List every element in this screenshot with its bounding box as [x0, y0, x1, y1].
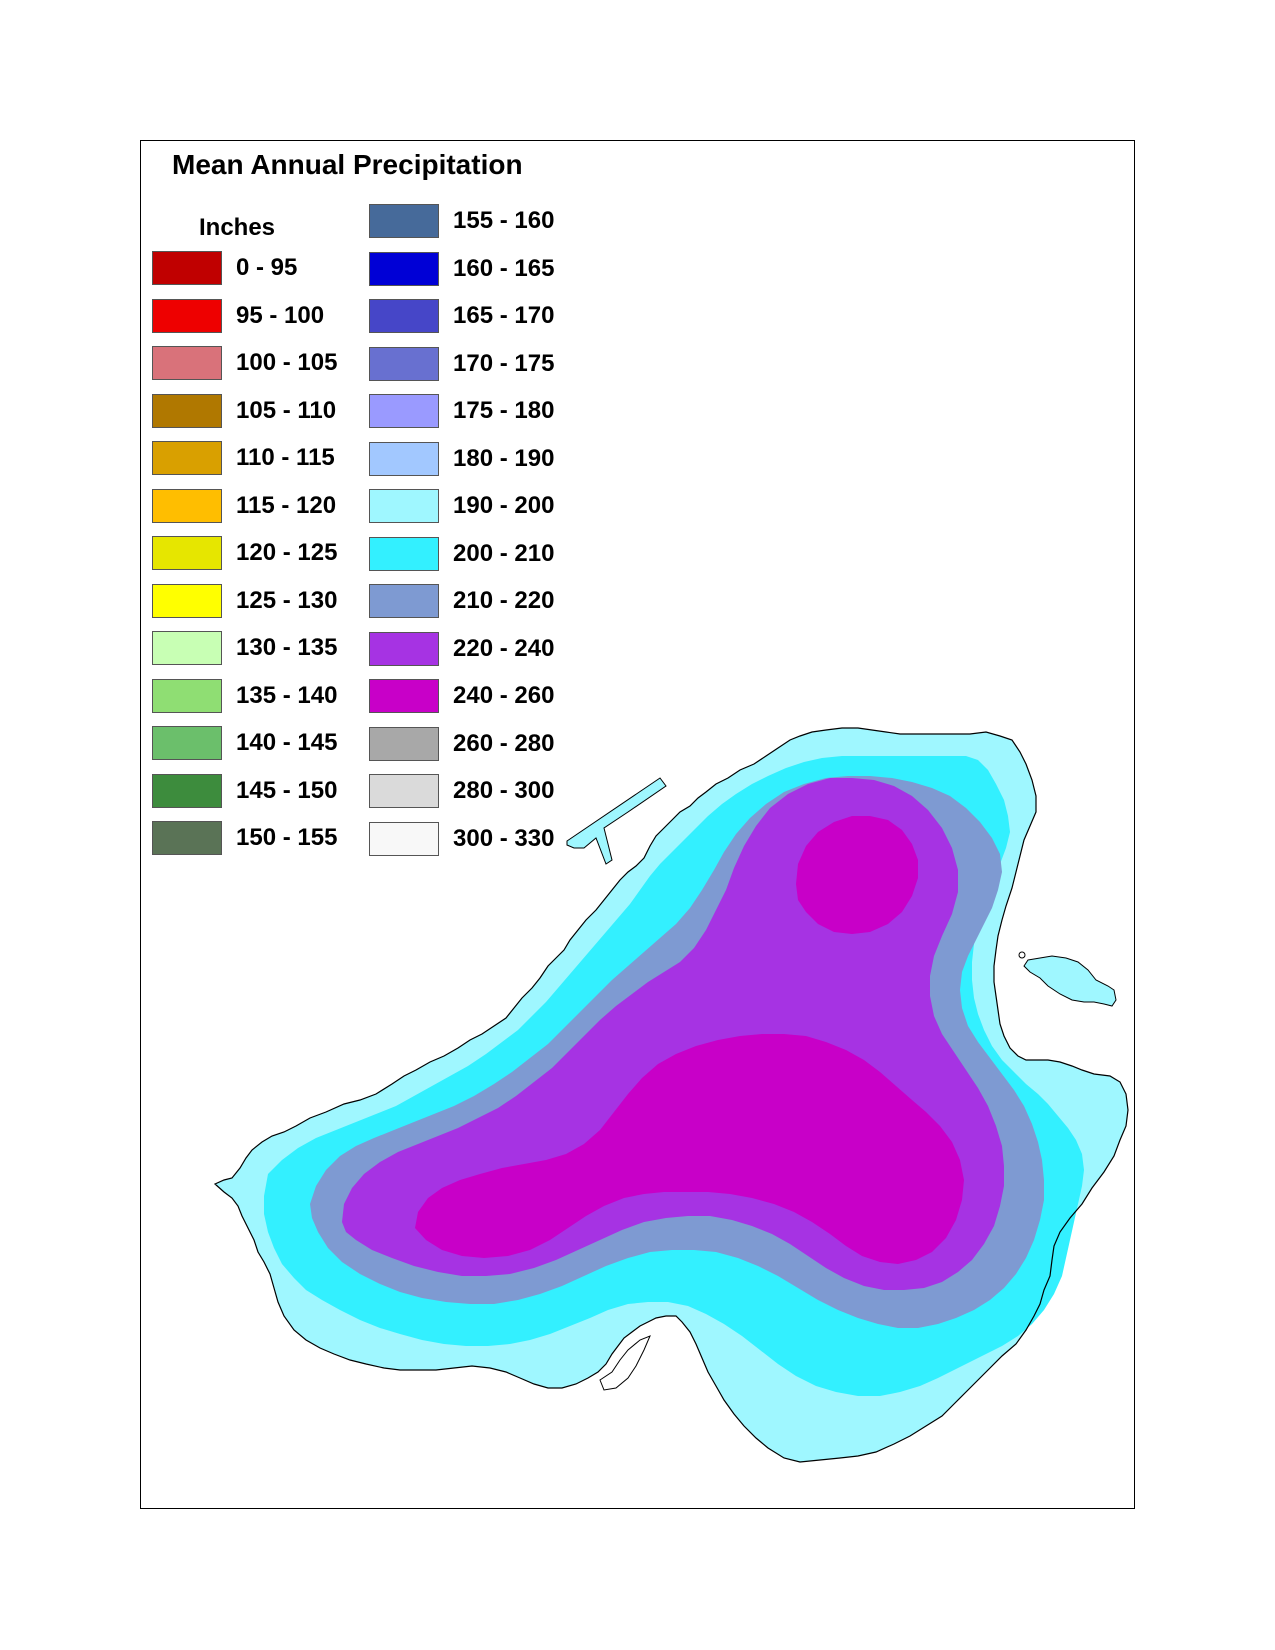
legend-swatch: [369, 299, 439, 333]
zone-240-260-central: [415, 1034, 964, 1264]
legend-range-label: 135 - 140: [236, 681, 338, 709]
legend-range-label: 170 - 175: [453, 349, 555, 377]
legend-range-label: 115 - 120: [236, 491, 337, 519]
legend-column-1: 0 - 95 95 - 100 100 - 105 105 - 110 110 - 11…: [152, 251, 362, 869]
islet: [1023, 955, 1117, 1007]
legend-swatch: [369, 204, 439, 238]
islet-dot: [1018, 951, 1026, 959]
legend-swatch: [152, 346, 222, 380]
legend-swatch: [369, 631, 439, 666]
legend-swatch: [369, 726, 439, 761]
legend-range-label: 220 - 240: [453, 634, 555, 662]
legend-item: 125 - 130: [152, 583, 362, 632]
legend-swatch: [152, 393, 222, 428]
legend-swatch: [152, 488, 222, 523]
legend-swatch: [152, 583, 222, 618]
legend-swatch: [369, 251, 439, 286]
legend-range-label: 165 - 170: [453, 302, 555, 329]
legend-item: 240 - 260: [369, 679, 579, 727]
map-frame: Mean Annual Precipitation Inches 0 - 95 9…: [140, 140, 1135, 1509]
legend-range-label: 145 - 150: [236, 776, 338, 804]
legend-range-label: 125 - 130: [236, 586, 338, 614]
legend-item: 175 - 180: [369, 394, 579, 442]
legend-item: 160 - 165: [369, 251, 579, 300]
island-outline: [213, 727, 1129, 1463]
legend-item: 260 - 280: [369, 726, 579, 775]
legend-range-label: 150 - 155: [236, 824, 338, 851]
legend-range-label: 160 - 165: [453, 254, 555, 282]
legend-range-label: 260 - 280: [453, 729, 555, 757]
legend-range-label: 175 - 180: [453, 397, 555, 424]
legend-item: 210 - 220: [369, 584, 579, 632]
legend-range-label: 95 - 100: [236, 301, 325, 329]
legend-range-label: 190 - 200: [453, 492, 555, 519]
legend-range-label: 120 - 125: [236, 539, 338, 566]
legend-range-label: 110 - 115: [236, 444, 335, 471]
legend-swatch: [152, 678, 222, 713]
legend-range-label: 105 - 110: [236, 396, 337, 424]
legend-units: Inches: [199, 214, 276, 241]
legend-swatch: [152, 441, 222, 475]
legend-swatch: [369, 441, 439, 476]
legend-swatch: [152, 773, 222, 808]
legend-range-label: 280 - 300: [453, 777, 555, 804]
map-title: Mean Annual Precipitation: [172, 149, 523, 180]
legend-item: 165 - 170: [369, 299, 579, 347]
harbor-inlet: [599, 1335, 651, 1391]
legend-swatch: [152, 631, 222, 665]
legend-item: 120 - 125: [152, 536, 362, 584]
legend-swatch: [152, 298, 222, 333]
legend-swatch: [369, 584, 439, 618]
legend-swatch: [152, 726, 222, 760]
legend-swatch: [369, 489, 439, 523]
legend-item: 145 - 150: [152, 773, 362, 822]
legend-range-label: 180 - 190: [453, 444, 555, 472]
legend-swatch: [369, 346, 439, 381]
legend-item: 105 - 110: [152, 393, 362, 442]
legend-swatch: [369, 774, 439, 808]
legend-swatch: [152, 536, 222, 570]
legend-item: 110 - 115: [152, 441, 362, 489]
legend-swatch: [369, 679, 439, 713]
legend-range-label: 130 - 135: [236, 634, 338, 661]
legend-item: 130 - 135: [152, 631, 362, 679]
legend-item: 190 - 200: [369, 489, 579, 537]
legend-range-label: 0 - 95: [236, 254, 298, 281]
legend-item: 100 - 105: [152, 346, 362, 394]
legend-swatch: [152, 251, 222, 285]
legend-range-label: 100 - 105: [236, 349, 338, 376]
legend-range-label: 210 - 220: [453, 587, 555, 614]
legend-column-2: 155 - 160 160 - 165 165 - 170 170 - 175 175 …: [369, 204, 579, 869]
legend-swatch: [369, 394, 439, 428]
legend-range-label: 300 - 330: [453, 824, 555, 852]
legend-item: 155 - 160: [369, 204, 579, 252]
legend-item: 150 - 155: [152, 821, 362, 869]
legend-item: 140 - 145: [152, 726, 362, 774]
legend-swatch: [369, 821, 439, 856]
legend-item: 220 - 240: [369, 631, 579, 680]
legend-swatch: [152, 821, 222, 855]
legend-range-label: 200 - 210: [453, 539, 555, 567]
legend-swatch: [369, 536, 439, 571]
legend-item: 200 - 210: [369, 536, 579, 585]
zone-240-260-upper: [796, 816, 918, 934]
legend-item: 170 - 175: [369, 346, 579, 395]
legend-range-label: 240 - 260: [453, 682, 555, 709]
legend-range-label: 140 - 145: [236, 729, 338, 756]
legend-item: 95 - 100: [152, 298, 362, 347]
legend-range-label: 155 - 160: [453, 207, 555, 234]
legend-item: 135 - 140: [152, 678, 362, 727]
legend-item: 0 - 95: [152, 251, 362, 299]
legend-item: 300 - 330: [369, 821, 579, 870]
legend-item: 115 - 120: [152, 488, 362, 537]
legend-item: 280 - 300: [369, 774, 579, 822]
pier: [566, 777, 667, 865]
legend-item: 180 - 190: [369, 441, 579, 490]
